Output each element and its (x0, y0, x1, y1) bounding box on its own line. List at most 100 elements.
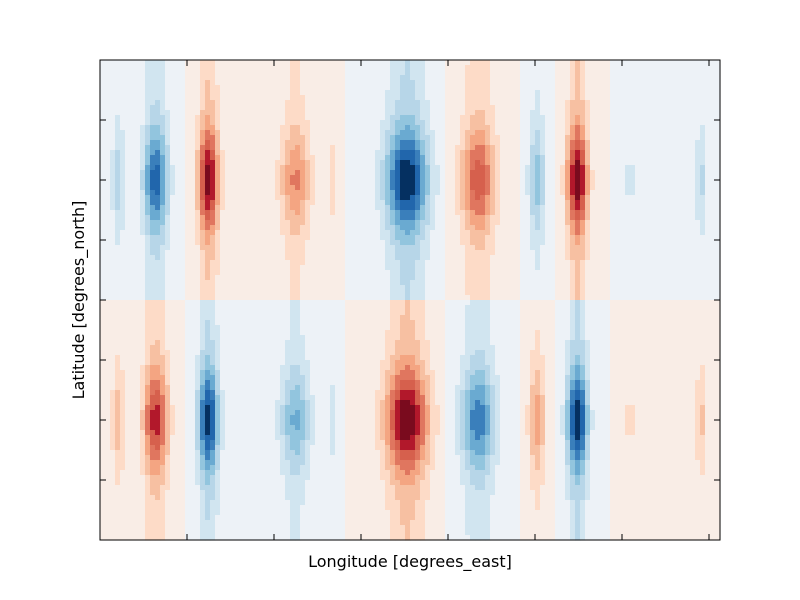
contour-cell (455, 175, 461, 181)
contour-cell (705, 215, 711, 221)
contour-cell (590, 145, 596, 151)
contour-cell (240, 260, 246, 266)
contour-cell (425, 170, 431, 176)
contour-cell (275, 210, 281, 216)
contour-cell (400, 70, 406, 76)
contour-cell (625, 205, 631, 211)
contour-cell (505, 165, 511, 171)
contour-cell (145, 160, 151, 166)
contour-cell (365, 150, 371, 156)
contour-cell (570, 170, 576, 176)
contour-cell (335, 215, 341, 221)
contour-cell (585, 205, 591, 211)
contour-cell (635, 220, 641, 226)
contour-cell (655, 255, 661, 261)
contour-cell (495, 210, 501, 216)
contour-cell (285, 235, 291, 241)
contour-cell (405, 165, 411, 171)
contour-cell (275, 100, 281, 106)
contour-cell (565, 80, 571, 86)
contour-cell (100, 95, 106, 101)
contour-cell (480, 70, 486, 76)
contour-cell (395, 135, 401, 141)
contour-cell (155, 145, 161, 151)
contour-cell (310, 230, 316, 236)
contour-cell (190, 240, 196, 246)
contour-cell (670, 130, 676, 136)
contour-cell (415, 190, 421, 196)
contour-cell (665, 115, 671, 121)
contour-cell (405, 230, 411, 236)
contour-cell (300, 140, 306, 146)
contour-cell (520, 155, 526, 161)
contour-cell (340, 65, 346, 71)
contour-cell (255, 70, 261, 76)
contour-cell (625, 250, 631, 256)
contour-cell (235, 110, 241, 116)
contour-cell (330, 215, 336, 221)
contour-cell (365, 70, 371, 76)
contour-cell (505, 205, 511, 211)
contour-cell (535, 150, 541, 156)
contour-cell (620, 175, 626, 181)
contour-cell (610, 225, 616, 231)
contour-cell (170, 185, 176, 191)
contour-cell (505, 190, 511, 196)
contour-cell (110, 180, 116, 186)
contour-cell (185, 105, 191, 111)
contour-cell (555, 95, 561, 101)
contour-cell (530, 250, 536, 256)
contour-cell (630, 70, 636, 76)
contour-cell (140, 105, 146, 111)
contour-cell (220, 165, 226, 171)
contour-cell (380, 230, 386, 236)
contour-cell (240, 80, 246, 86)
contour-cell (545, 125, 551, 131)
contour-cell (710, 60, 716, 66)
contour-cell (575, 85, 581, 91)
contour-cell (410, 95, 416, 101)
contour-cell (365, 235, 371, 241)
contour-cell (350, 195, 356, 201)
contour-cell (420, 65, 426, 71)
contour-cell (270, 60, 276, 66)
contour-cell (350, 200, 356, 206)
contour-cell (585, 200, 591, 206)
contour-cell (405, 75, 411, 81)
contour-cell (715, 150, 721, 156)
contour-cell (635, 155, 641, 161)
contour-cell (175, 120, 181, 126)
contour-cell (510, 65, 516, 71)
contour-cell (185, 235, 191, 241)
contour-cell (145, 85, 151, 91)
contour-cell (485, 65, 491, 71)
contour-cell (145, 180, 151, 186)
contour-cell (645, 180, 651, 186)
contour-cell (345, 230, 351, 236)
contour-cell (445, 190, 451, 196)
contour-cell (345, 210, 351, 216)
contour-cell (695, 75, 701, 81)
contour-cell (585, 185, 591, 191)
contour-cell (500, 190, 506, 196)
contour-cell (345, 170, 351, 176)
contour-cell (330, 220, 336, 226)
contour-cell (215, 120, 221, 126)
contour-cell (545, 245, 551, 251)
contour-cell (475, 135, 481, 141)
contour-cell (580, 135, 586, 141)
contour-cell (385, 65, 391, 71)
contour-cell (410, 195, 416, 201)
contour-cell (335, 195, 341, 201)
contour-cell (390, 240, 396, 246)
contour-cell (355, 250, 361, 256)
contour-cell (195, 65, 201, 71)
contour-cell (370, 245, 376, 251)
contour-cell (680, 225, 686, 231)
contour-cell (500, 155, 506, 161)
contour-cell (700, 130, 706, 136)
contour-cell (295, 200, 301, 206)
contour-cell (250, 180, 256, 186)
contour-cell (245, 245, 251, 251)
contour-cell (535, 145, 541, 151)
